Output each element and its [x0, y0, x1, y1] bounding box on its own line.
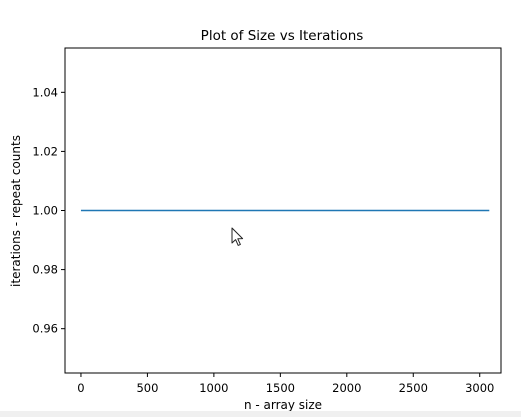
y-axis-label: iterations - repeat counts — [9, 135, 23, 287]
chart-title: Plot of Size vs Iterations — [201, 28, 364, 44]
x-tick-label: 3000 — [465, 381, 494, 395]
x-tick-label: 0 — [77, 381, 84, 395]
x-tick-label: 500 — [136, 381, 158, 395]
mouse-pointer-icon — [231, 227, 244, 246]
x-axis-ticks: 0 500 1000 1500 2000 2500 3000 — [77, 373, 494, 395]
x-tick-label: 1500 — [266, 381, 295, 395]
x-tick-label: 1000 — [199, 381, 228, 395]
x-tick-label: 2000 — [332, 381, 361, 395]
y-tick-label: 0.96 — [32, 322, 58, 336]
y-axis-ticks: 0.96 0.98 1.00 1.02 1.04 — [32, 85, 65, 336]
x-axis-label: n - array size — [244, 398, 322, 412]
y-tick-label: 0.98 — [32, 263, 58, 277]
y-tick-label: 1.04 — [32, 85, 58, 99]
y-tick-label: 1.02 — [32, 144, 58, 158]
y-tick-label: 1.00 — [32, 204, 58, 218]
x-tick-label: 2500 — [399, 381, 428, 395]
window-bottom-edge — [0, 411, 521, 417]
